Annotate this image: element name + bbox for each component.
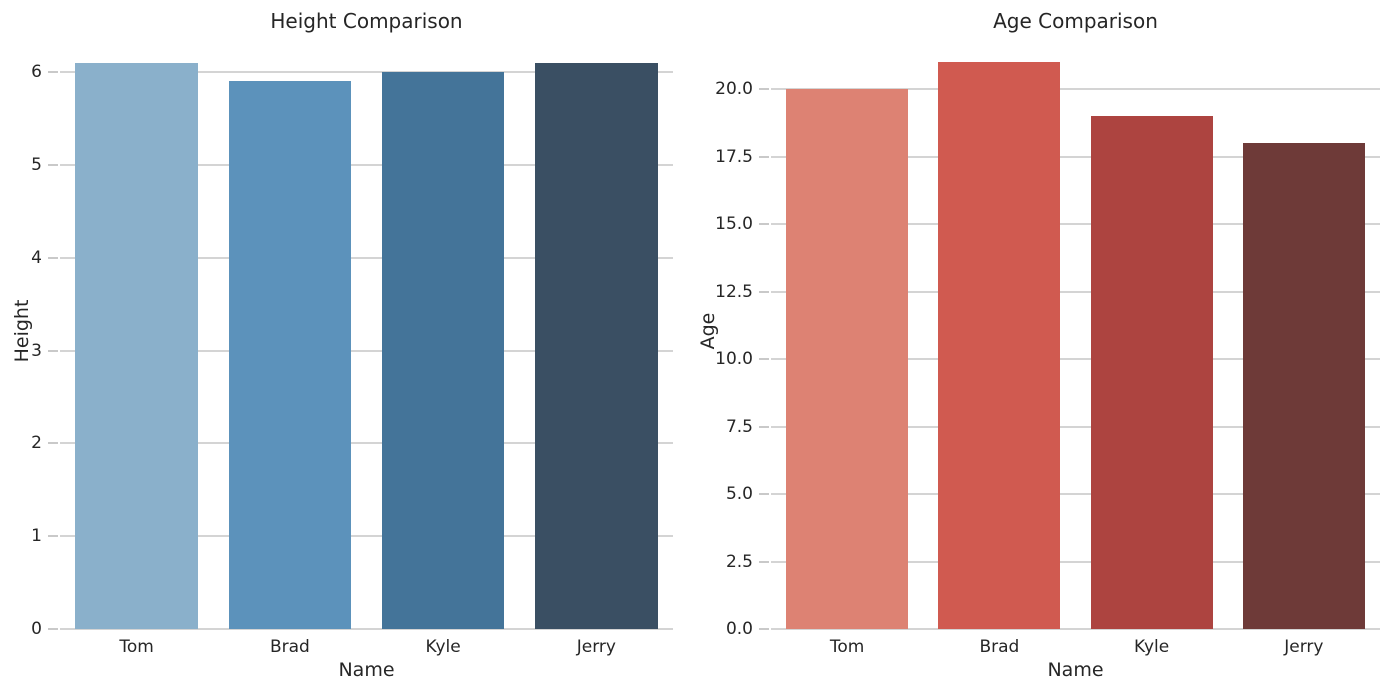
y-tick-label-15.0: 15.0 [715,214,753,235]
age-chart-title: Age Comparison [993,9,1158,33]
gridline-y-2.5 [771,560,1380,563]
age-chart-x-axis-label: Name [1047,659,1104,681]
x-tick-label-jerry: Jerry [1284,637,1324,657]
y-tick-mark-0 [48,628,58,630]
y-tick-mark-12.5 [759,290,769,293]
gridline-y-15.0 [771,223,1380,226]
bar-brad [228,81,352,629]
y-tick-label-5: 5 [31,154,42,175]
x-tick-label-kyle: Kyle [1134,637,1170,657]
y-tick-label-3: 3 [31,340,42,361]
y-tick-label-10.0: 10.0 [715,349,753,370]
y-tick-mark-4 [48,256,58,259]
bar-jerry [1242,143,1365,629]
y-tick-mark-0.0 [759,628,769,630]
y-tick-label-5.0: 5.0 [725,484,753,505]
y-tick-mark-6 [48,71,58,74]
x-tick-label-brad: Brad [269,637,310,657]
x-tick-label-jerry: Jerry [576,637,616,657]
y-tick-label-17.5: 17.5 [715,146,753,167]
x-tick-label-brad: Brad [979,637,1020,657]
gridline-y-12.5 [771,290,1380,293]
y-tick-label-4: 4 [31,247,42,268]
y-tick-mark-3 [48,349,58,352]
y-tick-mark-1 [48,535,58,538]
height-chart-x-axis-label: Name [338,659,395,681]
gridline-y-1 [60,535,673,538]
bar-tom [786,89,909,629]
x-tick-label-tom: Tom [119,637,154,657]
y-tick-mark-15.0 [759,223,769,226]
gridline-y-7.5 [771,425,1380,428]
x-tick-label-kyle: Kyle [425,637,461,657]
gridline-y-3 [60,349,673,352]
y-tick-mark-7.5 [759,425,769,428]
age-chart-plot-area: 0.0 2.5 5.0 7.5 10.0 12.5 15.0 17.5 20.0 Tom Brad K… [715,34,1380,657]
height-chart-title: Height Comparison [270,9,463,33]
bar-kyle [1090,116,1213,629]
age-chart-y-axis-label: Age [697,312,719,350]
gridline-y-6 [60,71,673,74]
y-tick-label-0.0: 0.0 [725,619,753,639]
bar-kyle [381,72,505,629]
gridline-y-10.0 [771,358,1380,361]
y-tick-label-6: 6 [31,62,42,83]
gridline-y-5.0 [771,493,1380,496]
y-tick-mark-5.0 [759,493,769,496]
gridline-y-2 [60,442,673,445]
y-tick-mark-20.0 [759,88,769,91]
gridline-y-4 [60,256,673,259]
y-tick-label-7.5: 7.5 [725,416,753,437]
y-tick-mark-10.0 [759,358,769,361]
height-chart-plot-area: 0 1 2 3 4 5 6 Tom Brad Kyle Jerry [31,34,673,657]
y-tick-label-2.5: 2.5 [725,551,753,572]
y-tick-label-20.0: 20.0 [715,79,753,100]
gridline-y-0.0 [771,628,1380,630]
x-tick-label-tom: Tom [829,637,865,657]
y-tick-label-0: 0 [31,619,42,639]
bar-tom [75,62,198,629]
y-tick-label-2: 2 [31,433,42,454]
gridline-y-0 [60,628,673,630]
gridline-y-5 [60,163,673,166]
gridline-y-20.0 [771,88,1380,91]
gridline-y-17.5 [771,155,1380,158]
y-tick-label-12.5: 12.5 [715,281,753,302]
y-tick-mark-2 [48,442,58,445]
bar-jerry [535,62,658,629]
y-tick-mark-2.5 [759,560,769,563]
y-tick-mark-5 [48,163,58,166]
y-tick-mark-17.5 [759,155,769,158]
y-tick-label-1: 1 [31,526,42,547]
bar-brad [938,62,1061,629]
